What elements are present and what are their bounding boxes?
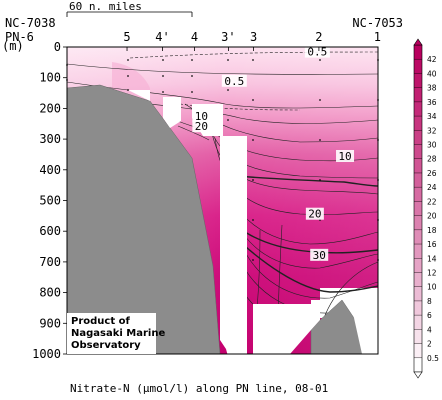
colorbar-swatch [414, 258, 422, 273]
colorbar-swatch [414, 272, 422, 287]
colorbar-swatch [414, 357, 422, 373]
contour-label: 20 [308, 208, 321, 221]
colorbar-swatch [414, 187, 422, 202]
colorbar-swatch [414, 343, 422, 359]
y-tick-label: 200 [39, 101, 61, 115]
colorbar-swatch [414, 73, 422, 88]
station-label: 3 [250, 30, 257, 44]
colorbar-swatch [414, 329, 422, 344]
colorbar-tick-label: 22 [427, 197, 437, 206]
colorbar-swatch [414, 229, 422, 245]
colorbar-tick-label: 2 [427, 340, 432, 349]
y-tick-label: 700 [39, 255, 61, 269]
colorbar-tick-label: 8 [427, 297, 432, 306]
y-tick-label: 0 [54, 40, 61, 54]
credit-line-1: Product of [71, 316, 130, 327]
y-tick-label: 300 [39, 132, 61, 146]
y-axis-label: (m) [2, 39, 24, 53]
colorbar-tick-label: 42 [427, 55, 437, 64]
colorbar-tick-label: 12 [427, 268, 437, 277]
contour-label-bg [221, 74, 247, 87]
contour-label-bg [192, 120, 211, 133]
y-tick-label: 500 [39, 194, 61, 208]
colorbar-tick-label: 24 [427, 183, 437, 192]
station-label: PN-6 [5, 30, 34, 44]
credit-box: Product of Nagasaki Marine Observatory [67, 313, 165, 354]
colorbar-tick-label: 36 [427, 98, 437, 107]
colorbar-tick-label: 16 [427, 240, 437, 249]
y-tick-label: 1000 [32, 347, 61, 361]
colorbar-tick-label: 10 [427, 283, 437, 292]
contour-label-bg [304, 45, 330, 58]
colorbar-high-arrow [413, 38, 423, 46]
distance-scale-bar: 60 n. miles [66, 0, 193, 17]
cruise-id-label: NC-7038 [5, 16, 56, 30]
contour-label-bg [310, 248, 329, 261]
contour-label: 30 [313, 249, 326, 262]
colorbar-tick-label: 34 [427, 112, 437, 121]
colorbar: 0.52468101214161820222426283032343638404… [413, 38, 439, 379]
y-tick-label: 800 [39, 286, 61, 300]
colorbar-swatch [414, 45, 422, 60]
colorbar-tick-label: 4 [427, 325, 432, 334]
station-label: 2 [315, 30, 322, 44]
colorbar-swatch [414, 201, 422, 216]
colorbar-swatch [414, 172, 422, 188]
colorbar-swatch [414, 87, 422, 103]
colorbar-tick-label: 6 [427, 311, 432, 320]
colorbar-swatch [414, 101, 422, 117]
colorbar-tick-label: 32 [427, 126, 437, 135]
y-tick-label: 100 [39, 71, 61, 85]
station-label: 4' [155, 30, 169, 44]
colorbar-tick-label: 28 [427, 155, 437, 164]
colorbar-swatch [414, 158, 422, 174]
colorbar-tick-label: 40 [427, 69, 437, 78]
colorbar-tick-label: 0.5 [427, 354, 439, 363]
colorbar-swatch [414, 244, 422, 259]
colorbar-swatch [414, 59, 422, 74]
station-label: 1 [374, 30, 381, 44]
colorbar-swatch [414, 215, 422, 231]
colorbar-low-arrow [413, 371, 423, 379]
colorbar-swatch [414, 116, 422, 131]
station-label: 5 [123, 30, 130, 44]
colorbar-swatch [414, 300, 422, 316]
cruise-id-label: NC-7053 [352, 16, 403, 30]
y-tick-label: 900 [39, 316, 61, 330]
colorbar-swatch [414, 315, 422, 330]
station-label: 4 [191, 30, 198, 44]
colorbar-swatch [414, 130, 422, 145]
contour-label: 10 [195, 110, 208, 123]
contour-label-bg [305, 207, 324, 220]
colorbar-tick-label: 26 [427, 169, 437, 178]
colorbar-tick-label: 20 [427, 212, 437, 221]
colorbar-tick-label: 18 [427, 226, 437, 235]
credit-line-3: Observatory [71, 340, 141, 351]
y-axis: 0 100 200 300 400 500 600 700 800 900 1000 [32, 40, 67, 361]
colorbar-swatch [414, 286, 422, 302]
colorbar-swatch [414, 144, 422, 160]
colorbar-tick-label: 30 [427, 141, 437, 150]
contour-label: 20 [195, 120, 208, 133]
credit-line-2: Nagasaki Marine [71, 328, 165, 339]
y-tick-label: 600 [39, 224, 61, 238]
chart-title: Nitrate-N (µmol/l) along PN line, 08-01 [70, 382, 328, 395]
contour-label: 0.5 [224, 75, 244, 88]
colorbar-tick-label: 38 [427, 84, 437, 93]
contour-label: 0.5 [307, 46, 327, 59]
colorbar-tick-label: 14 [427, 254, 437, 263]
station-axis: PN-6NC-7038 5 4' 4 3' 3 2 1NC-7053 [5, 16, 403, 51]
contour-label: 10 [338, 150, 351, 163]
scale-bar-label: 60 n. miles [69, 0, 142, 13]
contour-label-bg [336, 149, 355, 162]
station-label: 3' [221, 30, 235, 44]
y-tick-label: 400 [39, 163, 61, 177]
contour-label-bg [192, 110, 211, 123]
